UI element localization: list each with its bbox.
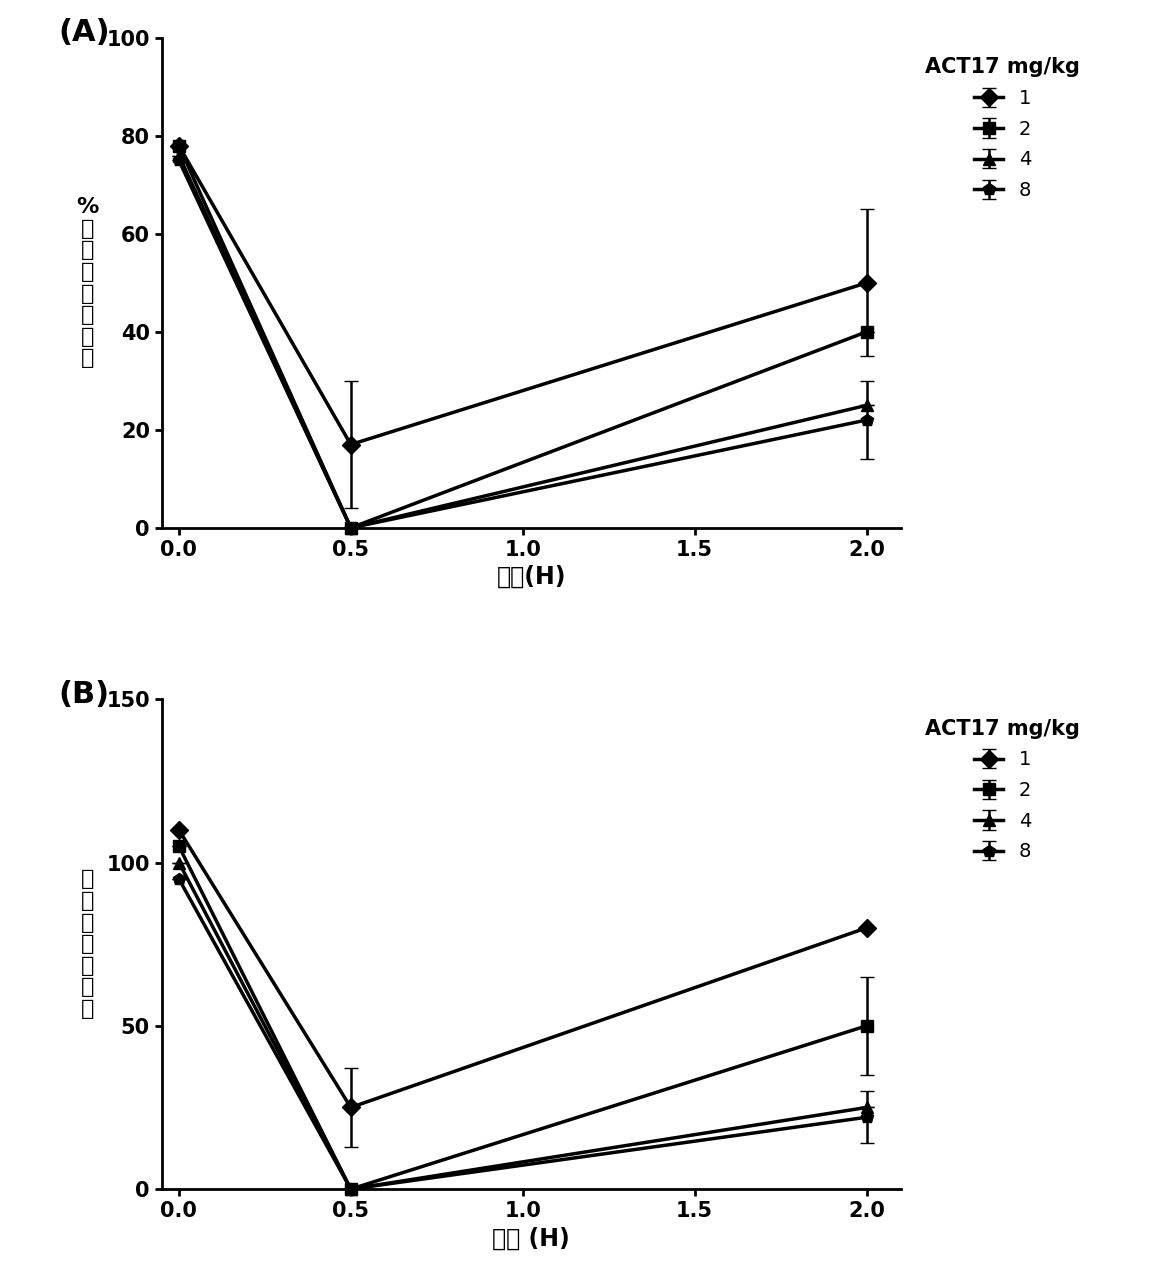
Text: (A): (A): [58, 19, 110, 47]
Text: %
强
度
聚
集
板
小
血: % 强 度 聚 集 板 小 血: [76, 197, 99, 368]
Text: (B): (B): [58, 679, 110, 708]
X-axis label: 时间 (H): 时间 (H): [492, 1227, 571, 1251]
Legend: 1, 2, 4, 8: 1, 2, 4, 8: [925, 719, 1080, 861]
X-axis label: 时间(H): 时间(H): [497, 565, 566, 589]
Text: 度
速
聚
集
板
小
血: 度 速 聚 集 板 小 血: [81, 869, 95, 1020]
Legend: 1, 2, 4, 8: 1, 2, 4, 8: [925, 57, 1080, 200]
